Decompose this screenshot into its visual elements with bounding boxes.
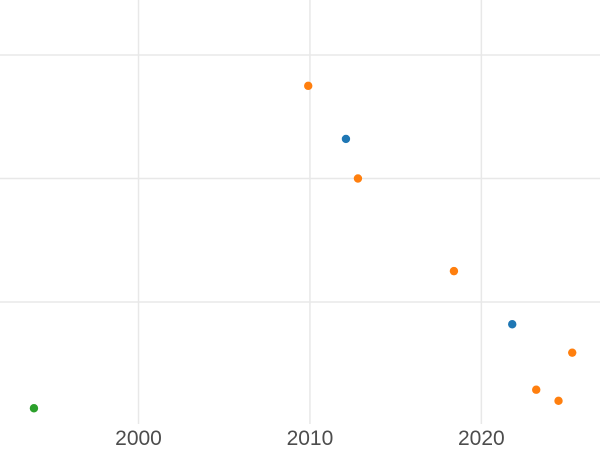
data-point-series-orange	[568, 348, 577, 357]
data-point-series-blue	[508, 320, 517, 329]
data-point-series-orange	[532, 385, 541, 394]
x-tick-label: 2020	[458, 427, 505, 450]
x-tick-label: 2000	[115, 427, 162, 450]
x-tick-label: 2010	[287, 427, 334, 450]
data-point-series-orange	[304, 81, 313, 91]
data-point-series-orange	[449, 266, 459, 276]
data-point-series-blue	[341, 134, 351, 144]
data-point-series-orange	[554, 396, 563, 406]
data-point-series-orange	[353, 174, 363, 183]
data-point-series-green	[29, 404, 39, 413]
